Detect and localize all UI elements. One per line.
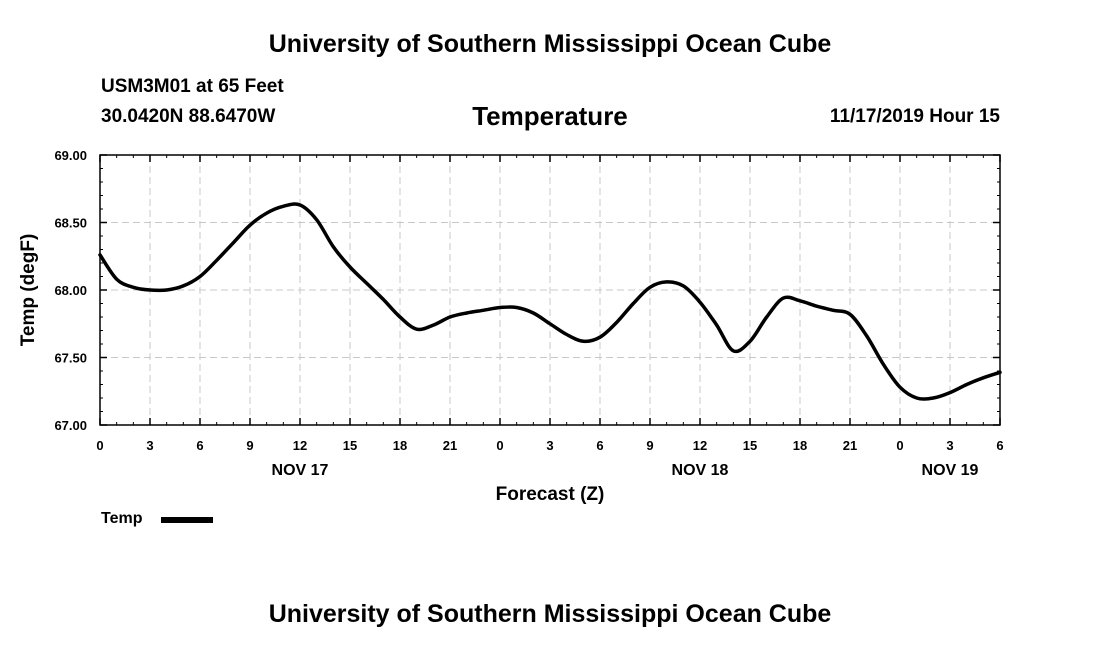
station-location: 30.0420N 88.6470W xyxy=(101,106,276,127)
x-tick-label: 12 xyxy=(693,438,707,453)
x-tick-label: 0 xyxy=(96,438,103,453)
x-tick-label: 3 xyxy=(146,438,153,453)
x-tick-label: 21 xyxy=(443,438,457,453)
x-tick-label: 0 xyxy=(496,438,503,453)
x-tick-label: 3 xyxy=(946,438,953,453)
plot-title: Temperature xyxy=(472,101,628,131)
x-tick-label: 18 xyxy=(393,438,407,453)
grid xyxy=(100,155,1000,425)
y-axis-label: Temp (degF) xyxy=(18,234,39,347)
tick-labels: 0 3 6 9 12 15 18 21 0 3 6 9 12 15 18 21 0 3 6 67.00 67.50 68.… xyxy=(54,148,1003,479)
y-tick-label: 67.00 xyxy=(54,418,87,433)
date-label: NOV 17 xyxy=(272,462,329,479)
series xyxy=(98,202,1002,401)
x-tick-label: 18 xyxy=(793,438,807,453)
y-tick-label: 69.00 xyxy=(54,148,87,163)
ticks xyxy=(99,154,1001,426)
x-tick-label: 9 xyxy=(246,438,253,453)
date-label: NOV 18 xyxy=(672,462,729,479)
x-tick-label: 6 xyxy=(996,438,1003,453)
date-label: NOV 19 xyxy=(922,462,979,479)
station-name: USM3M01 at 65 Feet xyxy=(101,76,284,97)
y-tick-label: 68.50 xyxy=(54,216,87,231)
x-tick-label: 21 xyxy=(843,438,857,453)
x-tick-label: 6 xyxy=(196,438,203,453)
bottom-title: University of Southern Mississippi Ocean… xyxy=(268,600,832,628)
temp-series-line xyxy=(98,202,1002,401)
x-tick-label: 0 xyxy=(896,438,903,453)
x-tick-label: 15 xyxy=(343,438,357,453)
legend-swatch xyxy=(161,517,213,523)
top-title: University of Southern Mississippi Ocean… xyxy=(268,30,832,58)
x-tick-label: 6 xyxy=(596,438,603,453)
forecast-datetime: 11/17/2019 Hour 15 xyxy=(829,106,1000,127)
x-axis-label: Forecast (Z) xyxy=(496,484,605,505)
y-tick-label: 67.50 xyxy=(54,351,87,366)
x-tick-label: 12 xyxy=(293,438,307,453)
x-tick-label: 3 xyxy=(546,438,553,453)
x-tick-label: 15 xyxy=(743,438,757,453)
y-tick-label: 68.00 xyxy=(54,283,87,298)
legend-label: Temp xyxy=(101,510,143,527)
x-tick-label: 9 xyxy=(646,438,653,453)
